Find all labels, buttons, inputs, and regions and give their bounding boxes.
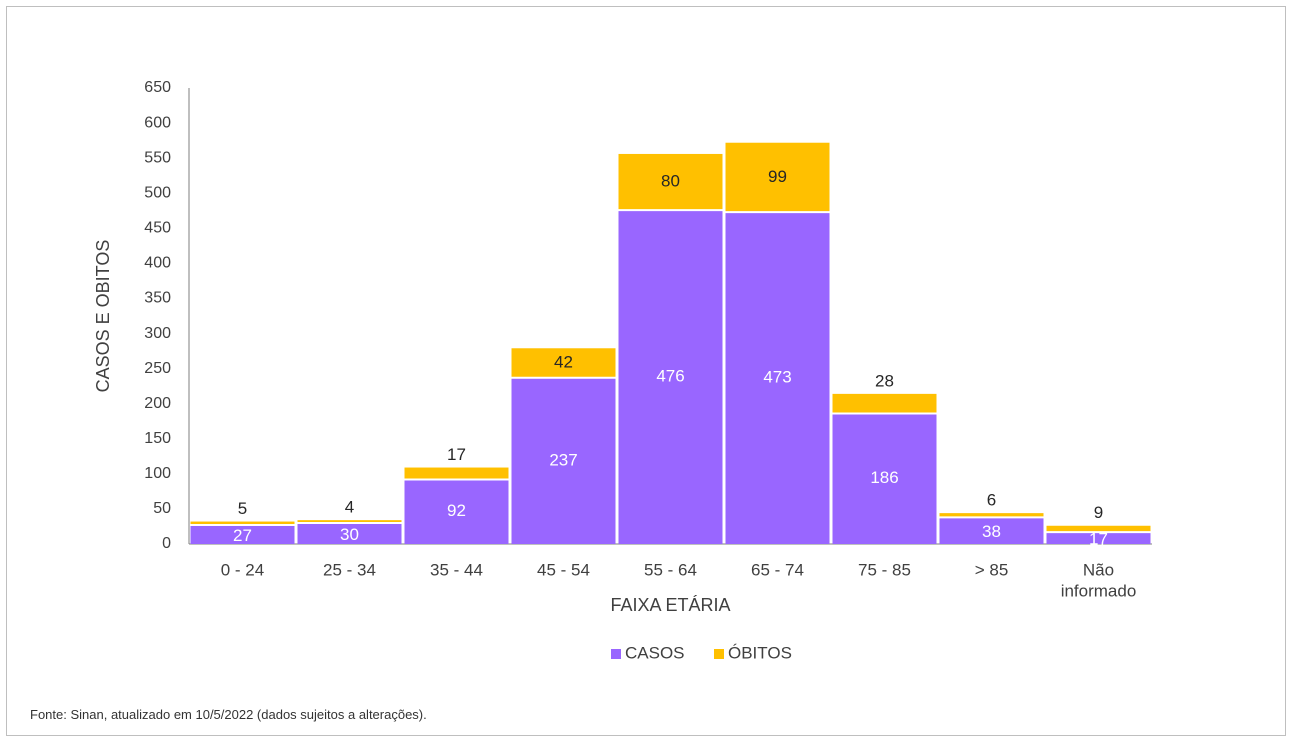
y-tick-label: 50 (153, 500, 171, 517)
data-label-obitos: 9 (1094, 503, 1103, 522)
data-label-casos: 237 (549, 450, 577, 469)
data-label-obitos: 6 (987, 491, 996, 510)
data-label-casos: 473 (763, 368, 791, 387)
bar-casos (832, 413, 937, 544)
y-tick-label: 350 (144, 290, 171, 307)
data-label-obitos: 28 (875, 371, 894, 390)
x-tick-label: Não (1083, 560, 1114, 579)
y-tick-label: 500 (144, 184, 171, 201)
source-note: Fonte: Sinan, atualizado em 10/5/2022 (d… (30, 707, 427, 722)
x-tick-label: > 85 (975, 560, 1009, 579)
bar-casos (297, 522, 402, 544)
bar-obitos (297, 520, 402, 523)
bar-obitos (939, 513, 1044, 518)
bar-obitos (511, 348, 616, 378)
bar-casos (618, 210, 723, 544)
bar-casos (404, 479, 509, 544)
x-tick-label: 25 - 34 (323, 560, 376, 579)
bar-obitos (832, 393, 937, 414)
x-tick-label: 0 - 24 (221, 560, 264, 579)
data-label-obitos: 42 (554, 352, 573, 371)
bar-obitos (1046, 525, 1151, 533)
data-label-casos: 30 (340, 525, 359, 544)
y-tick-label: 650 (144, 79, 171, 96)
y-tick-label: 0 (162, 535, 171, 552)
data-label-casos: 92 (447, 501, 466, 520)
bar-obitos (404, 467, 509, 480)
legend-label-obitos: ÓBITOS (728, 643, 792, 662)
x-tick-label: 55 - 64 (644, 560, 697, 579)
y-tick-label: 100 (144, 465, 171, 482)
x-tick-label: 75 - 85 (858, 560, 911, 579)
y-tick-label: 550 (144, 149, 171, 166)
y-tick-label: 400 (144, 255, 171, 272)
legend-label-casos: CASOS (625, 643, 685, 662)
data-label-casos: 38 (982, 522, 1001, 541)
bar-obitos (190, 521, 295, 526)
data-label-obitos: 5 (238, 499, 247, 518)
data-label-casos: 476 (656, 367, 684, 386)
data-label-obitos: 17 (447, 445, 466, 464)
legend-swatch-obitos (714, 649, 724, 659)
bar-casos (511, 377, 616, 544)
y-tick-label: 250 (144, 360, 171, 377)
data-label-obitos: 4 (345, 498, 354, 517)
x-axis-title: FAIXA ETÁRIA (610, 595, 730, 615)
data-label-obitos: 99 (768, 167, 787, 186)
bar-obitos (725, 142, 830, 213)
data-label-casos: 17 (1089, 530, 1108, 549)
x-tick-label: 35 - 44 (430, 560, 483, 579)
bar-obitos (618, 153, 723, 211)
y-tick-label: 150 (144, 430, 171, 447)
y-tick-label: 450 (144, 220, 171, 237)
y-tick-label: 200 (144, 395, 171, 412)
data-label-casos: 27 (233, 526, 252, 545)
x-tick-label: 45 - 54 (537, 560, 590, 579)
y-tick-label: 300 (144, 325, 171, 342)
bar-casos (190, 525, 295, 544)
x-tick-label: 65 - 74 (751, 560, 804, 579)
data-label-casos: 186 (870, 468, 898, 487)
bar-casos (1046, 532, 1151, 544)
legend-swatch-casos (611, 649, 621, 659)
y-tick-label: 600 (144, 114, 171, 131)
bar-casos (725, 212, 830, 544)
data-label-obitos: 80 (661, 171, 680, 190)
bar-casos (939, 517, 1044, 544)
x-tick-label: informado (1061, 581, 1137, 600)
y-axis-title: CASOS E OBITOS (93, 240, 113, 393)
